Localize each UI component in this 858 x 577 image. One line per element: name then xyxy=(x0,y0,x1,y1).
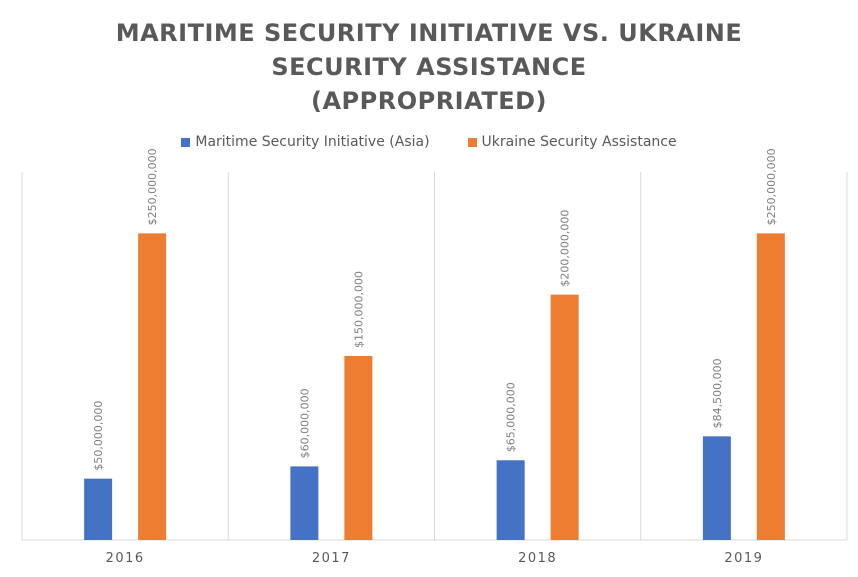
bar-maritime-2017 xyxy=(290,466,319,540)
legend-label-ukraine: Ukraine Security Assistance xyxy=(481,134,677,150)
legend-item-ukraine: Ukraine Security Assistance xyxy=(467,134,677,150)
legend-swatch-maritime xyxy=(181,137,191,147)
data-label: $50,000,000 xyxy=(92,401,105,471)
data-label: $60,000,000 xyxy=(298,388,311,458)
data-label: $84,500,000 xyxy=(711,358,724,428)
chart-title: MARITIME SECURITY INITIATIVE VS. UKRAINE… xyxy=(0,16,858,118)
legend-label-maritime: Maritime Security Initiative (Asia) xyxy=(195,134,430,150)
x-tick-label: 2019 xyxy=(724,551,763,566)
x-tick-label: 2017 xyxy=(312,551,351,566)
chart-legend: Maritime Security Initiative (Asia) Ukra… xyxy=(0,134,858,150)
chart-title-line-2: SECURITY ASSISTANCE xyxy=(271,53,587,81)
data-label: $250,000,000 xyxy=(765,148,778,225)
bar-ukraine-2019 xyxy=(756,233,785,541)
data-label: $200,000,000 xyxy=(559,210,572,287)
legend-swatch-ukraine xyxy=(467,137,477,147)
chart-title-line-3: (APPROPRIATED) xyxy=(311,87,547,115)
bar-maritime-2018 xyxy=(496,460,525,540)
data-label: $150,000,000 xyxy=(352,271,365,348)
bar-ukraine-2016 xyxy=(138,233,167,541)
data-label: $250,000,000 xyxy=(146,148,159,225)
data-label: $65,000,000 xyxy=(505,382,518,452)
bar-ukraine-2018 xyxy=(550,294,579,540)
bar-maritime-2019 xyxy=(702,436,731,540)
bar-ukraine-2017 xyxy=(344,356,373,540)
chart-title-line-1: MARITIME SECURITY INITIATIVE VS. UKRAINE xyxy=(115,19,743,47)
x-tick-label: 2016 xyxy=(106,551,145,566)
legend-item-maritime: Maritime Security Initiative (Asia) xyxy=(181,134,430,150)
bar-maritime-2016 xyxy=(84,478,113,540)
x-tick-label: 2018 xyxy=(518,551,557,566)
